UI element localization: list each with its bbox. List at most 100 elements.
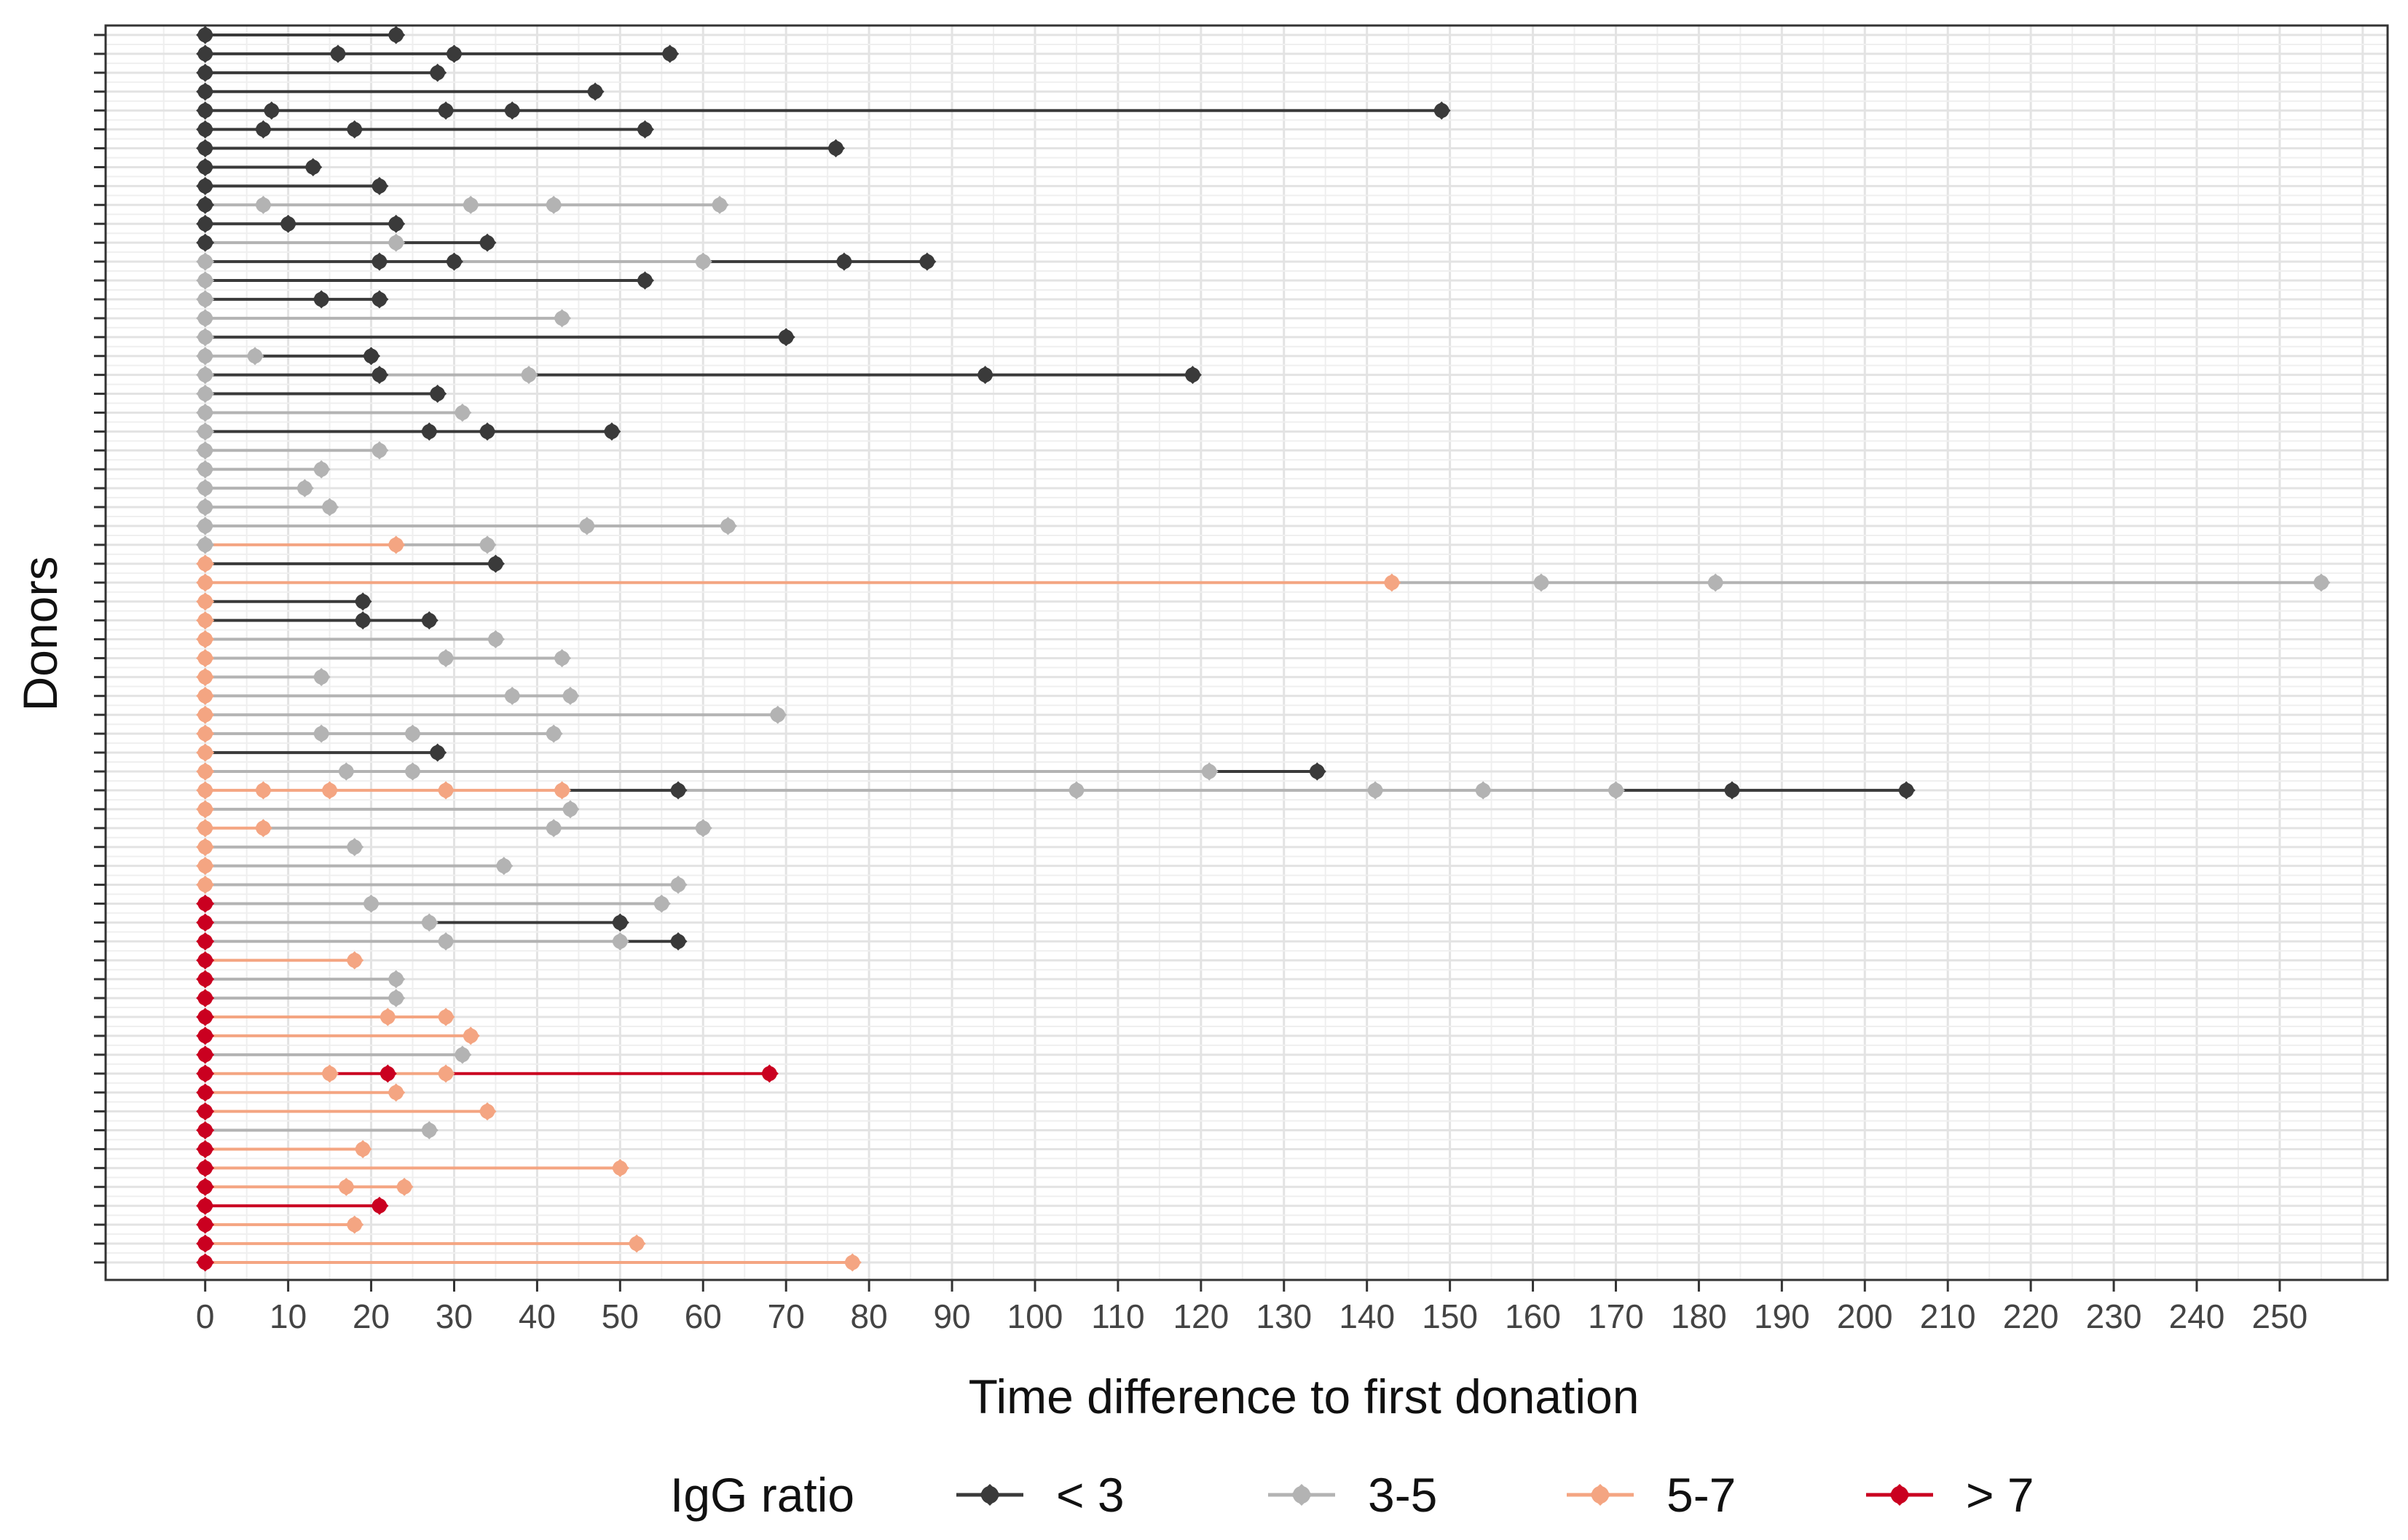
x-tick-label: 30 <box>436 1297 473 1335</box>
donor-point-core <box>430 745 445 761</box>
donor-point-core <box>1475 782 1491 798</box>
donor-point-core <box>197 480 213 496</box>
x-tick-label: 140 <box>1339 1297 1395 1335</box>
donor-point-core <box>455 405 471 420</box>
x-tick-label: 0 <box>196 1297 215 1335</box>
donor-point-core <box>637 272 653 288</box>
donor-point-core <box>197 461 213 477</box>
donor-point-core <box>562 688 578 704</box>
donor-point-core <box>371 254 387 270</box>
donor-point-core <box>1898 782 1914 798</box>
donor-point-core <box>696 820 711 836</box>
legend-label: < 3 <box>1056 1468 1125 1522</box>
donor-point-core <box>479 235 495 251</box>
donor-point-core <box>197 499 213 515</box>
x-tick-label: 180 <box>1671 1297 1727 1335</box>
donor-point-core <box>446 254 462 270</box>
x-tick-label: 120 <box>1173 1297 1229 1335</box>
donor-point-core <box>322 499 337 515</box>
donor-point-core <box>197 839 213 855</box>
donor-point-core <box>256 122 271 137</box>
donor-point-core <box>339 763 354 779</box>
donor-point-core <box>1608 782 1624 798</box>
donor-point-core <box>371 367 387 382</box>
donor-point-core <box>712 197 728 213</box>
donor-point-core <box>197 367 213 382</box>
donor-point-core <box>197 443 213 458</box>
donor-point-core <box>554 651 570 666</box>
x-tick-label: 240 <box>2169 1297 2225 1335</box>
donor-point-core <box>197 122 213 137</box>
donor-point-core <box>355 594 371 609</box>
donor-point-core <box>197 405 213 420</box>
donor-point-core <box>438 1066 454 1082</box>
plot-border <box>104 24 2389 1281</box>
donor-point-core <box>1069 782 1085 798</box>
donor-point-core <box>347 839 363 855</box>
donor-point-core <box>197 1066 213 1082</box>
plot-area <box>106 25 2388 1280</box>
legend-label: 5-7 <box>1667 1468 1736 1522</box>
y-axis-ticks <box>94 34 106 1264</box>
legend-key-marker-core <box>1293 1486 1310 1504</box>
donor-point-core <box>197 688 213 704</box>
donor-point-core <box>305 160 321 175</box>
donor-point-core <box>197 1142 213 1157</box>
donor-point-core <box>446 46 462 62</box>
donor-point-core <box>197 801 213 817</box>
donor-point-core <box>388 27 404 43</box>
donor-point-core <box>347 1217 363 1233</box>
x-tick-label: 200 <box>1837 1297 1893 1335</box>
donor-point-core <box>587 84 603 100</box>
x-tick-label: 210 <box>1920 1297 1976 1335</box>
donor-point-core <box>762 1066 777 1082</box>
x-tick-label: 160 <box>1505 1297 1561 1335</box>
donor-point-core <box>388 537 404 553</box>
donor-point-core <box>388 971 404 987</box>
donor-point-core <box>604 424 620 439</box>
donor-point-core <box>554 782 570 798</box>
donor-point-core <box>422 1123 437 1138</box>
donor-point-core <box>197 518 213 534</box>
donor-point-core <box>371 291 387 307</box>
donor-point-core <box>396 1179 412 1195</box>
donor-point-core <box>488 556 503 572</box>
donor-point-core <box>504 103 520 118</box>
donor-point-core <box>197 1009 213 1025</box>
donor-point-core <box>197 1254 213 1270</box>
donor-point-core <box>438 103 454 118</box>
donor-point-core <box>845 1254 860 1270</box>
donor-point-core <box>256 197 271 213</box>
donor-point-core <box>197 877 213 892</box>
donor-point-core <box>504 688 520 704</box>
segments <box>205 34 2321 1264</box>
donor-point-core <box>380 1009 396 1025</box>
donor-point-core <box>313 669 329 685</box>
donor-point-core <box>463 197 479 213</box>
donor-point-core <box>197 65 213 81</box>
donor-point-core <box>313 461 329 477</box>
donor-point-core <box>430 386 445 401</box>
donor-point-core <box>546 820 562 836</box>
donor-point-core <box>919 254 935 270</box>
donor-point-core <box>197 160 213 175</box>
donor-point-core <box>405 763 420 779</box>
x-tick-label: 100 <box>1007 1297 1063 1335</box>
x-tick-label: 80 <box>851 1297 888 1335</box>
donor-point-core <box>197 594 213 609</box>
x-tick-label: 170 <box>1588 1297 1644 1335</box>
donor-point-core <box>322 782 337 798</box>
donor-point-core <box>479 1104 495 1119</box>
donor-point-core <box>347 122 363 137</box>
donor-point-core <box>197 329 213 345</box>
donor-point-core <box>264 103 280 118</box>
donor-point-core <box>197 1123 213 1138</box>
donor-point-core <box>197 707 213 723</box>
donor-point-core <box>479 424 495 439</box>
donor-point-core <box>1533 575 1549 591</box>
legend-key-marker-core <box>981 1486 999 1504</box>
x-tick-label: 90 <box>933 1297 970 1335</box>
donor-point-core <box>355 613 371 628</box>
donor-point-core <box>197 990 213 1006</box>
donor-point-core <box>613 934 628 949</box>
